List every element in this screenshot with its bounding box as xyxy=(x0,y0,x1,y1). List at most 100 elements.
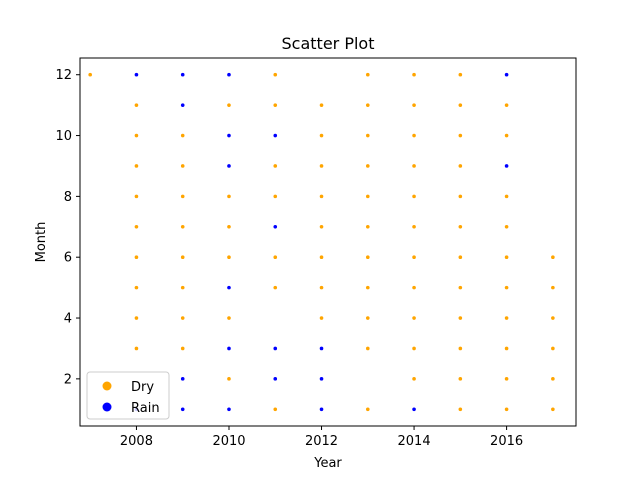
data-point-dry xyxy=(319,316,324,320)
data-point-dry xyxy=(458,133,463,138)
data-point-rain xyxy=(319,377,324,381)
x-tick-label: 2010 xyxy=(212,434,245,449)
legend-label-rain: Rain xyxy=(131,401,160,416)
data-point-dry xyxy=(504,407,509,412)
data-point-dry xyxy=(319,255,324,260)
data-point-dry xyxy=(227,103,231,107)
data-point-rain xyxy=(273,346,278,351)
data-point-dry xyxy=(412,194,416,199)
data-point-dry xyxy=(365,194,370,199)
y-tick-label: 4 xyxy=(64,312,72,327)
data-point-dry xyxy=(134,194,139,199)
data-point-dry xyxy=(365,346,370,351)
data-point-dry xyxy=(412,316,416,320)
data-point-dry xyxy=(504,133,509,138)
legend-label-dry: Dry xyxy=(131,380,154,395)
y-tick-label: 6 xyxy=(64,251,72,266)
data-point-dry xyxy=(458,224,463,229)
data-point-dry xyxy=(180,224,185,229)
data-point-dry xyxy=(412,133,416,138)
data-point-dry xyxy=(227,224,231,229)
data-point-dry xyxy=(458,285,463,290)
data-point-rain xyxy=(504,72,509,77)
data-point-dry xyxy=(180,255,185,260)
data-point-dry xyxy=(551,285,555,290)
data-point-dry xyxy=(365,133,370,138)
data-point-dry xyxy=(551,377,555,381)
data-point-dry xyxy=(412,255,416,260)
data-point-rain xyxy=(227,72,231,77)
plot-frame xyxy=(79,57,577,427)
data-point-dry xyxy=(134,346,139,351)
data-point-dry xyxy=(412,377,416,381)
data-point-dry xyxy=(180,316,185,320)
data-point-dry xyxy=(458,255,463,260)
data-point-dry xyxy=(273,164,278,168)
data-point-rain xyxy=(180,72,185,77)
data-point-dry xyxy=(412,72,416,77)
data-point-dry xyxy=(504,255,509,260)
data-point-rain xyxy=(504,164,509,168)
data-point-dry xyxy=(273,103,278,107)
data-point-dry xyxy=(458,194,463,199)
data-point-dry xyxy=(551,407,555,412)
data-point-dry xyxy=(180,346,185,351)
data-point-dry xyxy=(134,285,139,290)
data-point-dry xyxy=(504,224,509,229)
data-point-dry xyxy=(365,285,370,290)
data-point-dry xyxy=(504,316,509,320)
data-point-rain xyxy=(227,164,231,168)
x-tick-label: 2012 xyxy=(305,434,338,449)
data-point-rain xyxy=(227,285,231,290)
data-point-rain xyxy=(227,407,231,412)
data-point-dry xyxy=(458,72,463,77)
data-point-dry xyxy=(551,316,555,320)
data-point-dry xyxy=(365,407,370,412)
data-point-dry xyxy=(134,103,139,107)
data-point-dry xyxy=(412,346,416,351)
y-tick-label: 12 xyxy=(55,68,72,83)
data-point-dry xyxy=(458,346,463,351)
data-point-dry xyxy=(180,133,185,138)
data-point-dry xyxy=(319,133,324,138)
data-point-dry xyxy=(504,194,509,199)
data-point-dry xyxy=(412,285,416,290)
data-point-rain xyxy=(227,133,231,138)
data-point-dry xyxy=(319,285,324,290)
data-point-dry xyxy=(365,255,370,260)
data-point-dry xyxy=(180,194,185,199)
x-tick-label: 2008 xyxy=(120,434,153,449)
data-point-dry xyxy=(504,346,509,351)
data-point-dry xyxy=(504,103,509,107)
legend-marker-dry xyxy=(102,381,112,391)
data-point-rain xyxy=(319,407,324,412)
data-point-dry xyxy=(319,224,324,229)
data-point-dry xyxy=(273,285,278,290)
data-point-dry xyxy=(365,72,370,77)
data-point-dry xyxy=(227,377,231,381)
data-point-rain xyxy=(227,346,231,351)
data-point-dry xyxy=(88,72,92,77)
data-point-dry xyxy=(365,316,370,320)
data-point-dry xyxy=(365,224,370,229)
legend-marker-rain xyxy=(102,402,112,412)
data-point-dry xyxy=(504,285,509,290)
data-point-rain xyxy=(412,407,416,412)
tick-layer: 2008 2010 2012 2014 2016 2 4 6 8 10 12 xyxy=(55,68,523,449)
legend: Dry Rain xyxy=(86,371,170,420)
data-point-rain xyxy=(273,224,278,229)
data-point-dry xyxy=(227,316,231,320)
data-point-dry xyxy=(504,377,509,381)
data-point-dry xyxy=(273,255,278,260)
data-point-dry xyxy=(458,377,463,381)
data-point-dry xyxy=(458,164,463,168)
x-axis-label: Year xyxy=(313,456,342,471)
data-point-dry xyxy=(412,164,416,168)
data-point-rain xyxy=(180,407,185,412)
data-point-rain xyxy=(273,133,278,138)
y-axis-label: Month xyxy=(34,222,49,263)
data-point-dry xyxy=(551,346,555,351)
chart-title: Scatter Plot xyxy=(282,34,375,53)
data-point-dry xyxy=(319,194,324,199)
